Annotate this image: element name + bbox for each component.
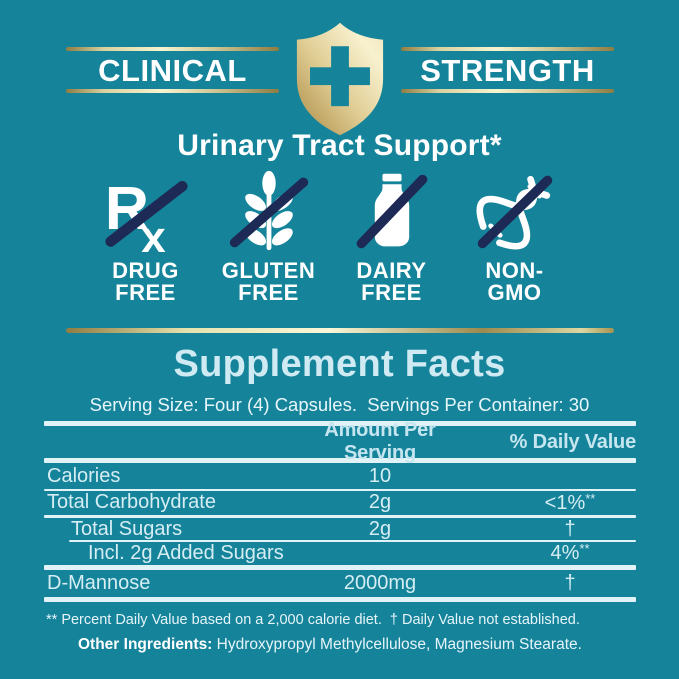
table-rule bbox=[44, 596, 636, 602]
daily-value-footnote: ** Percent Daily Value based on a 2,000 … bbox=[46, 612, 580, 628]
other-ingredients-text: Hydroxypropyl Methylcellulose, Magnesium… bbox=[212, 636, 582, 653]
product-subtitle: Urinary Tract Support* bbox=[177, 129, 502, 162]
table-rule bbox=[44, 421, 636, 426]
serving-size-line: Serving Size: Four (4) Capsules. Serving… bbox=[89, 394, 590, 415]
milk-bottle-crossed-icon bbox=[356, 173, 427, 249]
badge-label: DAIRY FREE bbox=[356, 258, 427, 305]
table-row-calories: Calories 10 bbox=[47, 464, 392, 487]
badge-label: NON- GMO bbox=[485, 258, 544, 305]
rx-crossed-icon: R x bbox=[104, 174, 188, 262]
clinical-word: CLINICAL bbox=[98, 52, 247, 88]
amount-column-header: Amount Per Serving bbox=[324, 419, 436, 464]
supplement-facts-table: Amount Per Serving % Daily Value Calorie… bbox=[44, 419, 637, 602]
table-rule-indented bbox=[69, 540, 636, 543]
table-row-carbohydrate: Total Carbohydrate 2g <1%** bbox=[47, 490, 596, 514]
gold-rule-bottom-right bbox=[401, 89, 614, 93]
badge-non-gmo: NON- GMO bbox=[453, 168, 576, 304]
strength-word: STRENGTH bbox=[420, 52, 595, 88]
table-rule bbox=[44, 564, 636, 570]
badge-label: GLUTEN FREE bbox=[221, 258, 316, 305]
gold-shield-plus-icon bbox=[296, 22, 384, 136]
gold-rule-top-left bbox=[66, 47, 279, 51]
daily-value-column-header: % Daily Value bbox=[509, 430, 637, 453]
table-header-row: Amount Per Serving % Daily Value bbox=[44, 419, 637, 464]
gold-rule-top-right bbox=[401, 47, 614, 51]
badge-dairy-free: DAIRY FREE bbox=[330, 168, 453, 304]
table-rule bbox=[44, 458, 636, 463]
gold-divider-rule bbox=[66, 328, 614, 333]
table-row-added-sugars: Incl. 2g Added Sugars 4%** bbox=[88, 541, 590, 565]
gold-rule-bottom-left bbox=[66, 89, 279, 93]
other-ingredients-label: Other Ingredients: bbox=[78, 636, 213, 653]
supplement-facts-title: Supplement Facts bbox=[173, 343, 506, 385]
badge-drug-free: R x DRUG FREE bbox=[84, 168, 207, 304]
table-row-total-sugars: Total Sugars 2g † bbox=[71, 517, 576, 541]
table-rule bbox=[44, 514, 636, 518]
badge-row: R x DRUG FREE bbox=[84, 168, 576, 304]
badge-label: DRUG FREE bbox=[112, 258, 179, 305]
wheat-crossed-icon bbox=[229, 170, 308, 251]
other-ingredients-line: Other Ingredients: Hydroxypropyl Methylc… bbox=[78, 636, 638, 654]
dna-crossed-icon bbox=[476, 175, 552, 250]
badge-gluten-free: GLUTEN FREE bbox=[207, 168, 330, 304]
table-row-d-mannose: D-Mannose 2000mg † bbox=[47, 571, 576, 595]
table-rule bbox=[44, 489, 636, 491]
